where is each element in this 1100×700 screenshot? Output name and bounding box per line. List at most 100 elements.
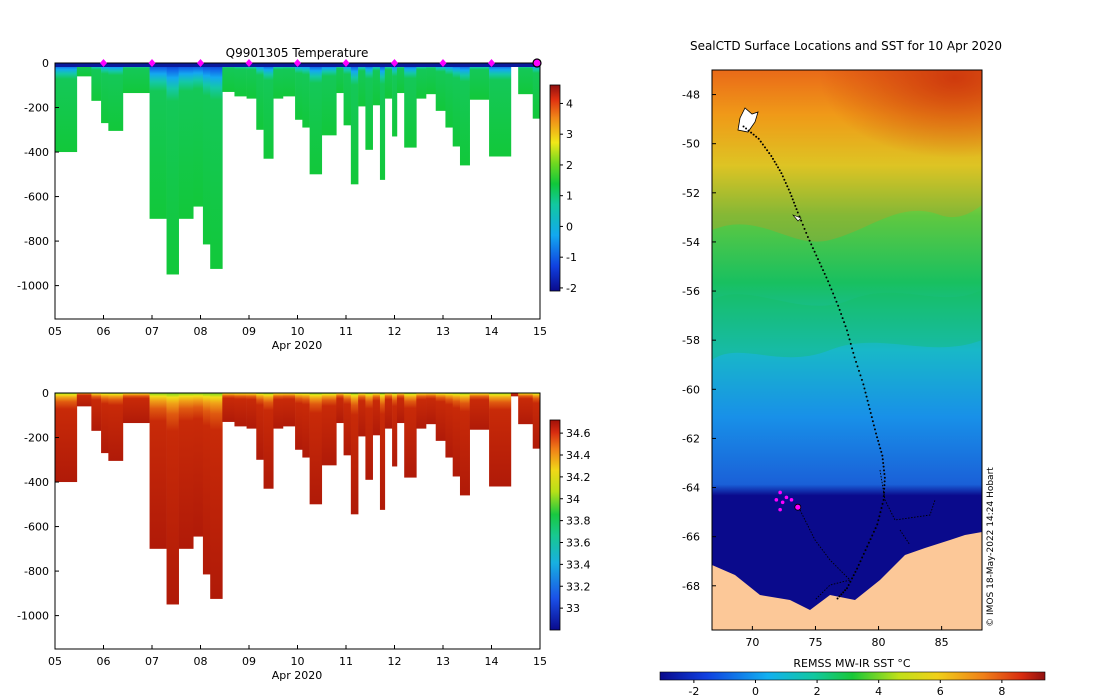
track-point [830,288,833,291]
track-point [852,351,855,354]
track-point [841,317,844,320]
lat-tick-label: -48 [682,89,700,102]
profile-cell [459,63,470,166]
profile-cell [309,63,323,175]
track-point [856,365,859,368]
y-tick-label: -600 [24,521,49,534]
track-point [883,491,886,494]
track-point [780,172,783,175]
y-tick-label: -1000 [17,280,49,293]
surface-location [789,498,794,502]
track-point [803,227,806,230]
profile-cell [149,63,167,219]
track-point [874,527,877,530]
lon-tick-label: 80 [872,636,886,649]
sst-colorbar-label: REMSS MW-IR SST °C [793,657,911,670]
track-point [770,154,773,157]
profile-cell [435,63,446,111]
profile-cell [309,393,323,505]
track-point [877,519,880,522]
track-point [771,157,774,160]
track-point [857,369,860,372]
profile-cell [336,63,344,94]
x-tick-label: 14 [485,325,499,338]
profile-cell [532,393,540,449]
track-point [810,243,813,246]
track-point [859,560,862,563]
sst-colorbar-tick-label: 0 [752,685,759,698]
profile-cell [469,63,490,100]
salinity-colorbar-ticks: 34.6 34.4 34.2 34 33.8 33.6 33.4 33.2 33 [560,427,591,615]
profile-cell [452,393,461,477]
sst-colorbar [659,671,1046,681]
profile-marker [391,59,398,67]
lat-tick-label: -60 [682,383,700,396]
sst-front-green [712,290,982,360]
x-tick-label: 10 [291,655,305,668]
seal-track [742,125,886,600]
track-point [844,325,847,328]
track-point [875,432,878,435]
track-point [838,308,841,311]
track-point [820,265,823,268]
track-point [768,152,771,155]
sst-map-panel: SealCTD Surface Locations and SST for 10… [659,39,1046,698]
profile-cell [321,63,337,136]
profile-cell [256,393,264,460]
track-point [806,236,809,239]
x-tick-label: 05 [48,325,62,338]
track-point [823,272,826,275]
colorbar-tick-label: 0 [566,220,573,233]
track-point [811,247,814,250]
track-point [864,549,867,552]
track-point [879,447,882,450]
profile-cell [193,63,204,207]
x-tick-label: 10 [291,325,305,338]
track-point [871,420,874,423]
map-longitude-axis: 70 75 80 85 [745,626,949,649]
profile-cell [55,393,78,483]
y-tick-label: -800 [24,565,49,578]
x-tick-label: 06 [97,325,111,338]
sst-field [712,70,982,630]
track-point [877,439,880,442]
track-point [867,541,870,544]
profile-cell [273,63,284,99]
x-tick-label: 15 [533,325,547,338]
profile-cell [202,393,211,575]
x-tick-label: 09 [242,655,256,668]
profile-cell [379,393,386,510]
track-point [789,191,792,194]
track-point [851,577,854,580]
y-tick-label: -200 [24,432,49,445]
profile-cell [372,63,381,106]
profile-cell [282,63,296,97]
x-tick-label: 13 [436,325,450,338]
profile-cell [166,63,179,275]
track-point [881,458,884,461]
track-point [872,530,875,533]
profile-cell [416,63,427,99]
track-point [864,391,867,394]
track-point [763,146,766,149]
temperature-panel: Q9901305 Temperature 0 -200 -400 -600 -800 -1… [17,46,577,352]
track-point [855,360,858,363]
track-point [847,583,850,586]
profile-cell [435,393,446,441]
track-point [794,204,797,207]
track-point [882,495,885,498]
y-tick-label: -200 [24,102,49,115]
x-tick-label: 14 [485,655,499,668]
imos-credit: © IMOS 18-May-2022 14:24 Hobart [986,467,996,627]
salinity-y-axis: 0 -200 -400 -600 -800 -1000 [17,387,59,623]
temperature-x-axis: 05 06 07 08 09 10 11 12 13 14 15 [48,315,547,338]
ice-shelf-outline [799,469,936,601]
map-title: SealCTD Surface Locations and SST for 10… [690,39,1002,53]
track-point [872,424,875,427]
track-point [798,215,801,218]
profile-cell [234,63,247,97]
profile-cell [101,393,109,454]
salinity-panel: 0 -200 -400 -600 -800 -1000 05 06 07 08 09 10 11 12 1… [17,387,590,682]
track-point [825,276,828,279]
colorbar-tick-label: 33 [566,602,580,615]
